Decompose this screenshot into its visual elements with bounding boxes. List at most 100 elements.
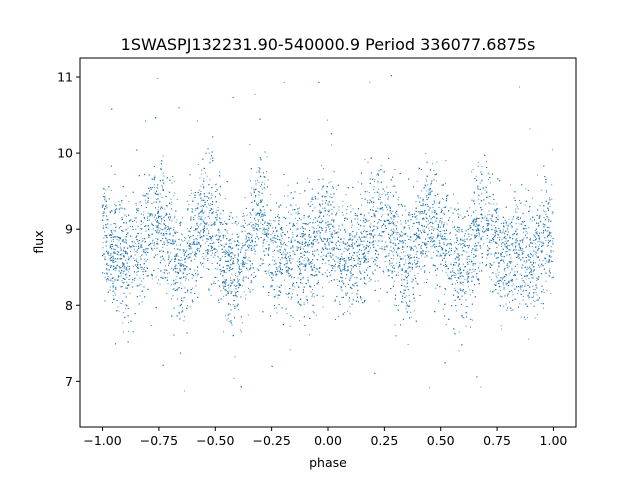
data-point <box>228 251 230 253</box>
data-point <box>368 192 370 193</box>
data-point <box>402 248 404 250</box>
data-point <box>188 247 190 249</box>
data-point <box>424 256 426 258</box>
data-point <box>315 270 317 272</box>
data-point <box>305 223 306 224</box>
data-point <box>256 213 258 215</box>
data-point <box>534 317 536 319</box>
data-point <box>327 203 329 205</box>
data-point <box>231 262 233 264</box>
data-point <box>538 236 540 238</box>
data-point <box>522 239 524 240</box>
data-point <box>180 278 182 280</box>
data-point <box>229 266 231 268</box>
data-point <box>293 209 295 211</box>
data-point <box>338 206 340 208</box>
data-point <box>381 194 383 196</box>
data-point <box>202 183 204 185</box>
data-point <box>179 243 181 245</box>
data-point <box>256 236 258 238</box>
data-point <box>166 244 168 246</box>
data-point <box>273 219 275 221</box>
data-point <box>278 207 280 208</box>
data-point <box>147 216 149 218</box>
data-point <box>211 194 213 196</box>
data-point <box>491 228 493 230</box>
data-point <box>213 211 215 212</box>
data-point <box>231 291 233 293</box>
data-point <box>356 282 358 284</box>
data-point <box>403 285 405 287</box>
data-point <box>482 228 484 230</box>
data-point <box>166 293 168 294</box>
data-point <box>352 208 354 210</box>
data-point <box>466 239 468 240</box>
data-point <box>185 276 187 278</box>
data-point <box>460 244 462 246</box>
data-point <box>462 284 464 286</box>
data-point <box>236 224 238 226</box>
data-point <box>269 220 271 221</box>
data-point <box>445 205 447 207</box>
data-point <box>289 252 291 254</box>
data-point <box>434 243 436 245</box>
data-point <box>207 224 209 226</box>
data-point <box>344 230 346 232</box>
data-point <box>209 217 210 219</box>
data-point <box>506 254 508 256</box>
data-point <box>418 234 420 235</box>
data-point <box>425 185 427 187</box>
data-point <box>224 198 226 199</box>
data-point <box>383 219 385 221</box>
data-point <box>374 216 376 218</box>
data-point <box>261 188 263 190</box>
data-point <box>126 268 128 270</box>
data-point <box>385 194 386 196</box>
data-point <box>186 291 188 293</box>
data-point <box>393 264 395 266</box>
data-point <box>500 277 502 279</box>
data-point <box>381 202 383 204</box>
data-point <box>389 249 391 251</box>
data-point <box>412 278 414 280</box>
data-point <box>106 278 108 280</box>
data-point <box>518 244 520 246</box>
data-point <box>376 174 378 176</box>
data-point <box>309 286 311 288</box>
data-point <box>475 254 477 256</box>
data-point <box>175 282 177 284</box>
data-point <box>274 240 276 242</box>
data-point <box>154 230 156 231</box>
data-point <box>401 258 403 260</box>
data-point <box>444 233 445 234</box>
data-point <box>224 249 226 251</box>
data-point <box>184 316 185 318</box>
data-point <box>230 248 232 250</box>
data-point <box>163 216 165 218</box>
data-point <box>409 246 411 248</box>
data-point <box>206 251 208 253</box>
data-point <box>222 255 223 257</box>
data-point <box>241 285 243 287</box>
data-point <box>552 261 554 262</box>
data-point <box>543 243 545 245</box>
data-point <box>189 236 191 238</box>
data-point <box>212 252 213 254</box>
data-point <box>467 272 469 274</box>
data-point <box>238 236 240 238</box>
data-point <box>240 263 242 265</box>
data-point <box>407 304 409 306</box>
data-point <box>408 227 410 229</box>
data-point <box>222 236 224 238</box>
data-point <box>430 246 432 248</box>
data-point <box>134 254 136 256</box>
data-point <box>535 230 536 232</box>
data-point <box>220 244 222 246</box>
data-point <box>342 281 344 283</box>
data-point <box>503 259 504 261</box>
data-point <box>426 180 427 182</box>
data-point <box>102 212 104 214</box>
data-point <box>331 248 332 250</box>
data-point <box>108 279 110 281</box>
data-point <box>179 244 181 246</box>
